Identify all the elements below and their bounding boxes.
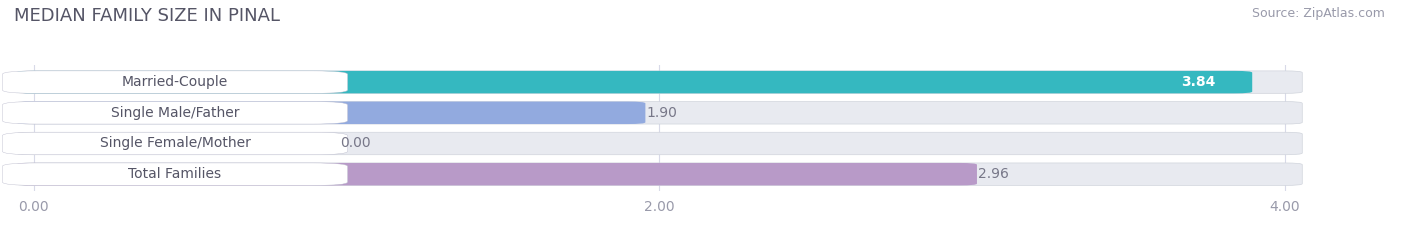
FancyBboxPatch shape (3, 163, 347, 185)
FancyBboxPatch shape (3, 102, 347, 124)
FancyBboxPatch shape (15, 71, 1302, 93)
FancyBboxPatch shape (15, 102, 645, 124)
FancyBboxPatch shape (15, 163, 977, 185)
Text: 1.90: 1.90 (647, 106, 678, 120)
FancyBboxPatch shape (15, 102, 1302, 124)
Text: MEDIAN FAMILY SIZE IN PINAL: MEDIAN FAMILY SIZE IN PINAL (14, 7, 280, 25)
Text: 0.00: 0.00 (340, 137, 371, 151)
FancyBboxPatch shape (3, 71, 347, 93)
FancyBboxPatch shape (15, 132, 1302, 155)
Text: Source: ZipAtlas.com: Source: ZipAtlas.com (1251, 7, 1385, 20)
FancyBboxPatch shape (15, 71, 1253, 93)
Text: Single Male/Father: Single Male/Father (111, 106, 239, 120)
Text: 2.96: 2.96 (979, 167, 1010, 181)
Text: Total Families: Total Families (128, 167, 222, 181)
Text: Married-Couple: Married-Couple (122, 75, 228, 89)
Text: 3.84: 3.84 (1181, 75, 1216, 89)
FancyBboxPatch shape (3, 132, 347, 155)
FancyBboxPatch shape (15, 163, 1302, 185)
Text: Single Female/Mother: Single Female/Mother (100, 137, 250, 151)
